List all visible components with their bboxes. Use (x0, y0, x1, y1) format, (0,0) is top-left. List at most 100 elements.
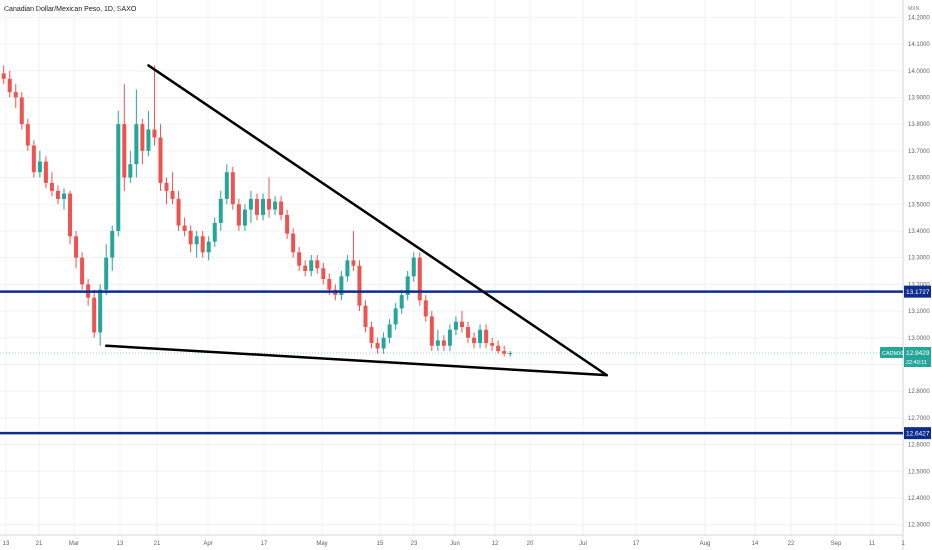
candle-body (62, 193, 66, 199)
x-tick-label: 12 (492, 541, 499, 547)
x-tick-label: Jul (579, 541, 587, 547)
candle-body (309, 260, 314, 271)
candle-body (164, 182, 169, 191)
candle-body (218, 198, 223, 223)
candle-body (459, 321, 464, 328)
y-tick-label: 13.5000 (908, 202, 930, 208)
candle-body (411, 257, 416, 277)
trend-line[interactable] (147, 64, 608, 377)
candle-body (98, 289, 103, 333)
candle-body (122, 124, 127, 178)
y-tick-label: 12.4000 (908, 496, 930, 502)
candle-body (297, 252, 302, 266)
candle-body (49, 182, 54, 191)
candle-body (110, 230, 115, 258)
candle-body (453, 321, 458, 330)
candle-body (435, 340, 440, 346)
candle-body (441, 340, 446, 346)
candle-body (200, 236, 205, 253)
x-tick-label: 1 (901, 541, 905, 547)
y-tick-label: 13.9000 (908, 95, 930, 101)
candle-body (254, 198, 259, 215)
x-tick-label: 22 (788, 541, 795, 547)
last-price-label: 12.9429 (906, 350, 930, 357)
y-tick-label: 13.3000 (908, 256, 930, 262)
x-tick-label: 17 (633, 541, 640, 547)
candle-body (68, 193, 73, 237)
candle-body (152, 129, 157, 138)
candle-body (248, 198, 253, 210)
candle-body (170, 190, 175, 199)
x-tick-label: 21 (154, 541, 161, 547)
candle-body (472, 337, 477, 344)
x-tick-label: 13 (3, 541, 10, 547)
y-tick-label: 12.8000 (908, 389, 930, 395)
candle-body (104, 257, 109, 290)
candle-body (327, 279, 332, 290)
y-tick-label: 14.1000 (908, 42, 930, 48)
y-tick-label: 13.2000 (908, 282, 930, 288)
candle-body (447, 329, 452, 346)
level-price-label: 13.1727 (906, 289, 930, 296)
candle-body (43, 161, 48, 183)
y-tick-label: 13.8000 (908, 122, 930, 128)
candle-body (267, 198, 272, 210)
candle-body (146, 129, 151, 151)
candle-body (182, 225, 187, 231)
candle-body (1, 73, 6, 79)
candle-body (303, 265, 308, 271)
candle-body (405, 276, 410, 296)
candle-body (279, 201, 284, 215)
candle-body (375, 343, 380, 349)
candle-body (357, 265, 362, 306)
candle-body (490, 343, 495, 346)
candle-body (55, 190, 60, 199)
candle-body (423, 300, 428, 317)
candle-body (351, 260, 356, 266)
countdown-label: 22:40:11 (906, 360, 927, 366)
y-tick-label: 13.4000 (908, 229, 930, 235)
candle-body (242, 209, 247, 226)
y-tick-label: 12.6000 (908, 443, 930, 449)
candle-body (260, 198, 265, 215)
x-tick-label: 11 (869, 541, 876, 547)
trend-line[interactable] (104, 344, 608, 377)
candle-body (80, 257, 85, 285)
candle-body (399, 295, 404, 309)
last-price-badge (904, 346, 931, 367)
x-tick-label: Aug (700, 541, 711, 547)
candle-body (291, 233, 296, 253)
x-tick-label: 20 (527, 541, 534, 547)
candle-body (273, 201, 278, 210)
y-tick-label: 13.0000 (908, 336, 930, 342)
y-tick-label: 12.5000 (908, 469, 930, 475)
candle-body (236, 204, 241, 226)
candle-body (484, 329, 489, 344)
x-tick-label: 13 (117, 541, 124, 547)
currency-label: MXN (908, 6, 920, 12)
x-tick-label: 17 (261, 541, 268, 547)
candle-body (224, 172, 229, 199)
candle-body (466, 327, 471, 338)
y-tick-label: 13.7000 (908, 149, 930, 155)
candle-body (7, 78, 12, 93)
candle-body (128, 164, 133, 178)
x-tick-label: 23 (411, 541, 418, 547)
candle-body (31, 145, 36, 173)
y-tick-label: 12.7000 (908, 416, 930, 422)
candle-body (315, 260, 320, 269)
candle-body (176, 198, 181, 226)
candle-body (92, 297, 97, 333)
candle-body (321, 268, 326, 280)
symbol-badge (880, 346, 903, 358)
candle-body (194, 236, 199, 245)
x-tick-label: Mar (69, 541, 79, 547)
candle-body (387, 324, 392, 338)
candle-body (116, 124, 121, 231)
x-tick-label: 15 (377, 541, 384, 547)
symbol-badge-label: CADMXN (882, 351, 906, 357)
y-tick-label: 14.0000 (908, 69, 930, 75)
candle-body (188, 230, 193, 245)
candle-body (508, 352, 513, 354)
